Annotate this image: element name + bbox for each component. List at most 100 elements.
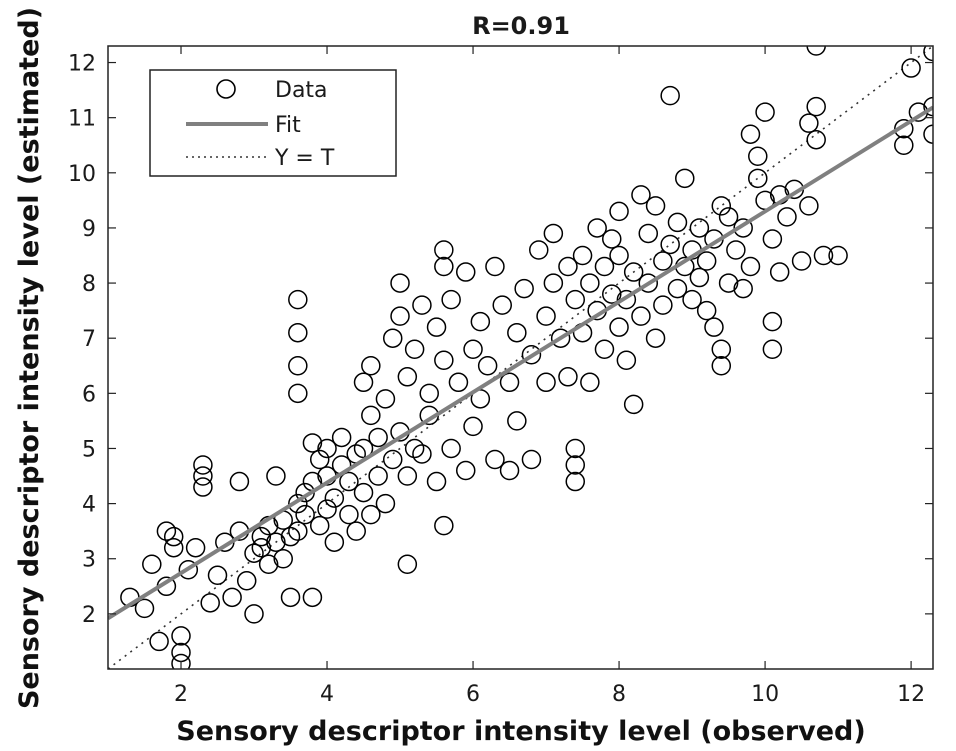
y-tick-label: 8	[82, 272, 96, 297]
data-point	[441, 289, 461, 310]
data-point	[894, 118, 914, 139]
data-point	[638, 223, 659, 244]
data-point	[455, 460, 476, 481]
data-points-layer	[120, 46, 933, 669]
data-point	[404, 339, 425, 359]
y-axis-label: Sensory descriptor intensity level (esti…	[14, 7, 45, 709]
data-point	[514, 278, 534, 299]
data-point	[295, 504, 315, 525]
data-point	[288, 521, 308, 541]
y-tick-label: 12	[68, 52, 96, 77]
data-point	[156, 521, 177, 541]
data-point	[543, 223, 564, 244]
plot-area-frame	[107, 45, 934, 670]
data-point	[623, 262, 644, 282]
data-point	[426, 471, 447, 492]
x-tick-label: 2	[174, 682, 188, 707]
data-point	[587, 218, 607, 238]
data-point	[711, 339, 732, 359]
data-point	[142, 554, 162, 574]
data-point	[565, 289, 586, 310]
legend-label-identity: Y = T	[274, 146, 335, 171]
data-point	[696, 300, 717, 321]
data-point	[550, 328, 571, 348]
x-tick-label: 6	[466, 682, 480, 707]
data-point	[353, 438, 374, 459]
data-point	[331, 427, 352, 448]
data-point	[266, 466, 286, 486]
data-point	[288, 322, 308, 343]
data-point	[660, 85, 680, 106]
data-point	[740, 124, 761, 144]
data-point	[339, 504, 359, 525]
data-point	[594, 339, 615, 359]
data-point	[302, 587, 323, 608]
data-point	[799, 113, 819, 133]
data-point	[828, 245, 848, 266]
data-point	[726, 240, 746, 260]
data-point	[777, 207, 797, 227]
data-point	[696, 251, 717, 271]
data-point	[536, 372, 556, 393]
data-point	[806, 96, 826, 117]
data-point	[645, 196, 666, 216]
data-point	[806, 129, 826, 150]
data-point	[923, 46, 933, 62]
y-tick-label: 4	[82, 493, 96, 518]
data-point	[718, 207, 739, 227]
data-point	[426, 317, 447, 337]
data-point	[507, 322, 527, 343]
data-point	[682, 289, 702, 310]
data-point	[638, 273, 659, 293]
data-point	[171, 626, 191, 646]
data-point	[521, 449, 542, 470]
data-point	[580, 372, 600, 393]
data-point	[236, 571, 257, 591]
data-point	[653, 251, 673, 271]
data-point	[361, 405, 381, 426]
data-point	[806, 46, 826, 56]
data-point	[368, 427, 388, 448]
data-point	[602, 284, 622, 304]
data-point	[485, 256, 505, 277]
identity-line-layer	[108, 46, 933, 669]
data-point	[280, 587, 301, 608]
identity-line	[108, 46, 933, 669]
data-point	[740, 256, 761, 277]
data-point	[200, 593, 220, 613]
data-point	[769, 262, 790, 282]
data-point	[382, 449, 403, 470]
data-point	[178, 560, 199, 580]
data-point	[324, 488, 345, 508]
data-point	[244, 543, 264, 563]
data-point	[733, 278, 753, 299]
data-point	[288, 383, 308, 404]
data-point	[675, 168, 695, 189]
data-point	[258, 554, 279, 574]
data-point	[434, 256, 454, 277]
data-point	[288, 493, 308, 514]
data-point	[667, 278, 688, 299]
chart-title: R=0.91	[472, 12, 570, 40]
data-point	[193, 477, 213, 497]
data-point	[689, 218, 710, 238]
data-point	[689, 267, 710, 288]
data-point	[171, 653, 191, 669]
y-axis-ticks: 2 3 4 5 6 7 8 9 10 11 12	[68, 52, 933, 628]
data-point	[609, 317, 629, 337]
data-point	[711, 356, 732, 376]
data-point	[623, 394, 644, 415]
data-point	[748, 146, 768, 167]
data-point	[653, 295, 673, 315]
data-point	[609, 245, 629, 266]
data-point	[477, 356, 498, 376]
data-point	[762, 229, 783, 249]
fit-line	[108, 105, 933, 620]
data-point	[901, 58, 921, 78]
data-point	[163, 526, 184, 547]
legend-data-marker	[216, 79, 236, 99]
data-point	[521, 344, 542, 365]
data-point	[704, 317, 724, 337]
data-point	[309, 449, 330, 470]
